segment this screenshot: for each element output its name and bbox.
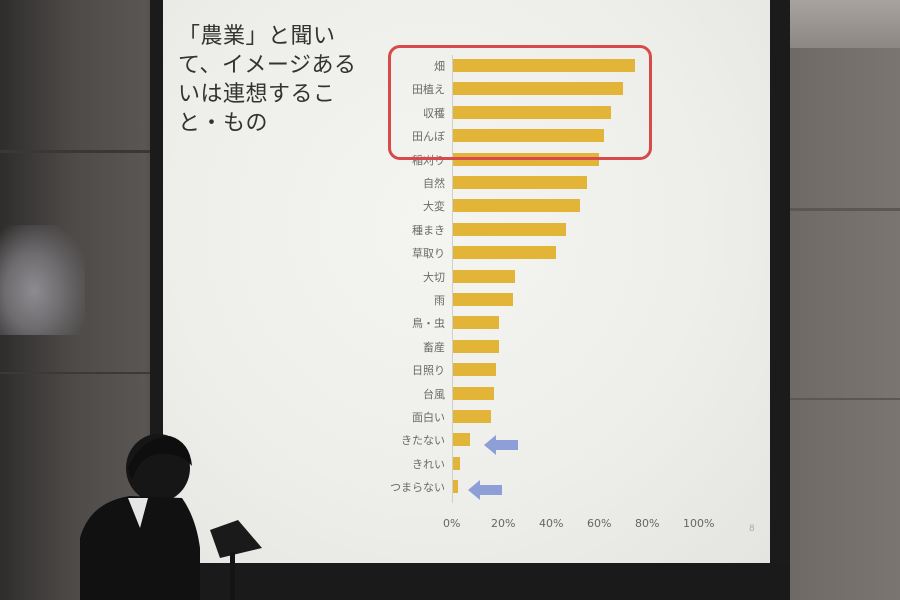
screen-bottom-shadow (150, 563, 790, 600)
category-label: 畑 (434, 60, 445, 73)
category-label: 草取り (412, 247, 445, 261)
category-label: 大変 (423, 200, 445, 214)
bar (453, 82, 624, 96)
category-label: 稲刈り (412, 153, 445, 167)
category-label: 田んぼ (412, 130, 445, 144)
bar (453, 222, 566, 236)
bar (453, 293, 513, 306)
category-label: 台風 (423, 387, 445, 401)
highlight-box (388, 45, 652, 160)
category-label: 雨 (434, 294, 445, 307)
wall-panel-seam (0, 150, 170, 153)
x-tick-label: 20% (491, 517, 516, 530)
category-label: 面白い (412, 411, 445, 424)
left-arrow-icon (484, 435, 518, 455)
category-label: 畜産 (423, 340, 445, 354)
bar (453, 316, 499, 330)
presenter-silhouette (80, 434, 200, 600)
x-tick-label: 80% (635, 517, 660, 530)
category-label: 収穫 (423, 106, 445, 120)
wall-panel-seam (780, 208, 900, 211)
category-label: きれい (412, 457, 445, 471)
bar (453, 176, 588, 189)
category-label: きたない (401, 434, 445, 448)
bar (453, 199, 581, 213)
left-arrow-icon (468, 480, 502, 500)
bar (453, 269, 516, 283)
bar (453, 410, 492, 423)
x-tick-label: 100% (683, 517, 715, 530)
category-label: 自然 (423, 177, 445, 190)
bar (453, 129, 605, 143)
bar (453, 433, 470, 447)
category-label: 日照り (412, 364, 445, 378)
x-tick-label: 40% (539, 517, 564, 530)
wall-panel-seam (780, 398, 900, 400)
bar (453, 105, 612, 119)
x-tick-label: 60% (587, 517, 612, 530)
podium-lamp (210, 520, 262, 600)
bar (453, 386, 494, 400)
bar (453, 363, 497, 377)
bar (453, 339, 499, 353)
bar (453, 246, 557, 260)
chart-axis-line (452, 55, 453, 503)
category-label: 田植え (412, 83, 445, 97)
x-tick-label: 0% (443, 517, 461, 530)
page-number: 8 (749, 524, 755, 534)
bar (453, 480, 458, 494)
wall-panel-seam (0, 372, 170, 374)
bar (453, 59, 636, 72)
category-label: つまらない (390, 481, 445, 495)
category-label: 鳥・虫 (412, 317, 445, 331)
category-label: 種まき (412, 223, 445, 237)
window-light (0, 225, 85, 335)
bar (453, 456, 461, 470)
category-label: 大切 (423, 270, 445, 284)
slide-title: 「農業」と聞いて、イメージあるいは連想すること・もの (178, 24, 357, 136)
